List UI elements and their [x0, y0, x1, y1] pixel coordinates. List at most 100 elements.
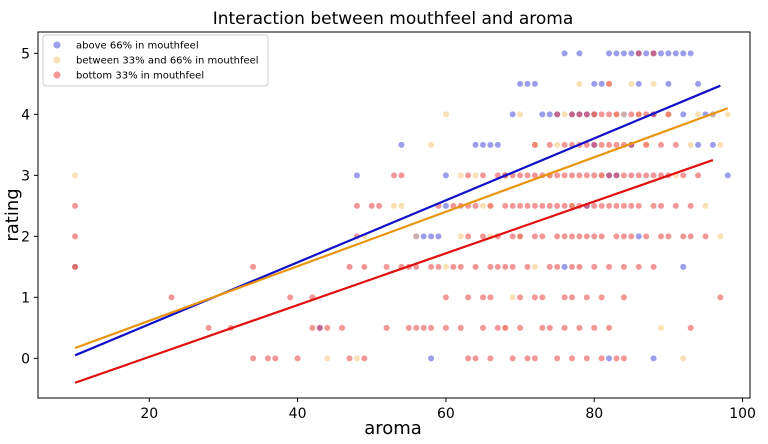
- data-point: [346, 355, 353, 362]
- data-point: [591, 263, 598, 270]
- legend-box: [42, 34, 269, 87]
- data-point: [539, 202, 546, 209]
- data-point: [531, 294, 538, 301]
- data-point: [472, 202, 479, 209]
- data-point: [628, 202, 635, 209]
- data-point: [272, 355, 279, 362]
- data-point: [428, 141, 435, 148]
- data-point: [680, 111, 687, 118]
- data-point: [250, 355, 257, 362]
- data-point: [576, 324, 583, 331]
- data-point: [702, 202, 709, 209]
- data-point: [264, 355, 271, 362]
- data-point: [72, 263, 79, 270]
- data-point: [561, 111, 568, 118]
- data-point: [561, 233, 568, 240]
- data-point: [613, 50, 620, 57]
- data-point: [561, 263, 568, 270]
- data-point: [546, 263, 553, 270]
- data-point: [583, 141, 590, 148]
- data-point: [583, 355, 590, 362]
- data-point: [598, 355, 605, 362]
- data-point: [517, 172, 524, 179]
- data-point: [442, 172, 449, 179]
- data-point: [658, 202, 664, 209]
- data-point: [687, 141, 694, 148]
- data-point: [643, 50, 650, 57]
- data-point: [465, 233, 472, 240]
- data-point: [524, 80, 531, 87]
- data-point: [442, 324, 449, 331]
- data-point: [658, 233, 664, 240]
- plot-frame: [37, 31, 751, 399]
- data-point: [650, 172, 657, 179]
- data-point: [524, 355, 531, 362]
- data-point: [546, 324, 553, 331]
- data-point: [502, 263, 509, 270]
- data-point: [606, 141, 613, 148]
- data-point: [494, 263, 501, 270]
- data-point: [405, 324, 412, 331]
- data-point: [613, 355, 620, 362]
- data-point: [554, 355, 561, 362]
- data-point: [457, 233, 464, 240]
- data-point: [620, 294, 627, 301]
- data-point: [561, 172, 568, 179]
- x-tick-label: 80: [585, 406, 603, 422]
- data-point: [695, 172, 702, 179]
- data-point: [391, 172, 397, 179]
- data-point: [591, 141, 598, 148]
- data-point: [643, 172, 650, 179]
- data-point: [591, 233, 598, 240]
- legend-marker: [53, 41, 61, 49]
- data-point: [576, 80, 583, 87]
- y-tick-label: 3: [21, 168, 30, 184]
- data-point: [680, 172, 687, 179]
- data-point: [687, 324, 694, 331]
- data-point: [569, 111, 575, 118]
- data-point: [442, 263, 449, 270]
- data-point: [472, 263, 479, 270]
- data-point: [420, 324, 427, 331]
- data-point: [680, 355, 687, 362]
- data-point: [613, 202, 620, 209]
- data-point: [309, 324, 316, 331]
- data-point: [428, 324, 435, 331]
- data-point: [294, 355, 301, 362]
- data-point: [457, 324, 464, 331]
- data-point: [665, 50, 672, 57]
- data-point: [531, 141, 538, 148]
- data-point: [413, 263, 420, 270]
- x-axis-title: aroma: [364, 418, 422, 439]
- data-point: [628, 172, 635, 179]
- data-point: [517, 111, 524, 118]
- series-2-trend-line: [74, 159, 714, 384]
- data-point: [628, 233, 635, 240]
- data-point: [635, 172, 642, 179]
- data-point: [472, 355, 479, 362]
- data-point: [576, 172, 583, 179]
- data-point: [531, 172, 538, 179]
- data-point: [650, 355, 657, 362]
- data-point: [376, 202, 383, 209]
- y-tick-label: 1: [21, 290, 30, 306]
- data-point: [531, 80, 538, 87]
- data-point: [524, 263, 531, 270]
- data-point: [606, 111, 613, 118]
- data-point: [531, 263, 538, 270]
- data-point: [353, 202, 360, 209]
- data-point: [472, 141, 479, 148]
- y-tick-label: 5: [21, 46, 30, 62]
- data-point: [561, 50, 568, 57]
- data-point: [613, 111, 620, 118]
- data-point: [509, 202, 516, 209]
- data-point: [569, 294, 575, 301]
- legend-marker: [53, 71, 61, 79]
- data-point: [606, 355, 613, 362]
- data-point: [487, 355, 494, 362]
- data-point: [346, 263, 353, 270]
- data-point: [428, 355, 435, 362]
- data-point: [383, 324, 390, 331]
- legend-label: above 66% in mouthfeel: [76, 41, 199, 52]
